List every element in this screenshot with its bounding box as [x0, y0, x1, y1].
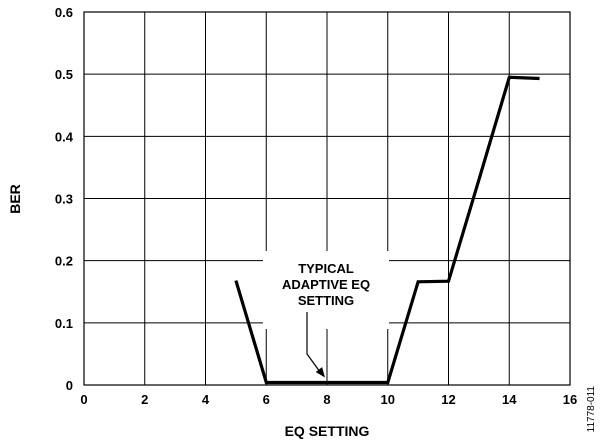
x-tick-label: 8: [323, 392, 330, 407]
y-tick-label: 0.3: [55, 192, 73, 207]
grid: [83, 11, 571, 386]
y-tick-label: 0.6: [55, 5, 73, 20]
x-tick-label: 0: [80, 392, 87, 407]
x-tick-label: 2: [141, 392, 148, 407]
y-tick-label: 0.1: [55, 316, 73, 331]
x-axis-label: EQ SETTING: [285, 423, 370, 439]
x-tick-label: 6: [263, 392, 270, 407]
series-line: [234, 75, 540, 385]
y-tick-label: 0.5: [55, 67, 73, 82]
x-tick-label: 12: [441, 392, 455, 407]
annotation-arrowhead: [315, 367, 325, 378]
figure-id: 11778-011: [586, 386, 597, 433]
annotation-line-1: TYPICAL: [298, 261, 354, 276]
annotation-line-2: ADAPTIVE EQ: [282, 277, 370, 292]
y-axis-label: BER: [7, 184, 23, 214]
annotation-leader-line: [306, 312, 320, 371]
y-tick-label: 0: [66, 378, 73, 393]
annotation-box: [263, 251, 389, 329]
plot-frame: [83, 11, 571, 386]
x-tick-label: 16: [563, 392, 577, 407]
x-tick-label: 4: [202, 392, 210, 407]
y-tick-label: 0.2: [55, 254, 73, 269]
y-tick-labels: 0 0.1 0.2 0.3 0.4 0.5 0.6: [55, 5, 74, 393]
x-tick-label: 14: [502, 392, 517, 407]
y-tick-label: 0.4: [55, 129, 74, 144]
x-tick-labels: 0 2 4 6 8 10 12 14 16: [80, 392, 577, 407]
annotation-line-3: SETTING: [298, 293, 354, 308]
x-tick-label: 10: [381, 392, 395, 407]
